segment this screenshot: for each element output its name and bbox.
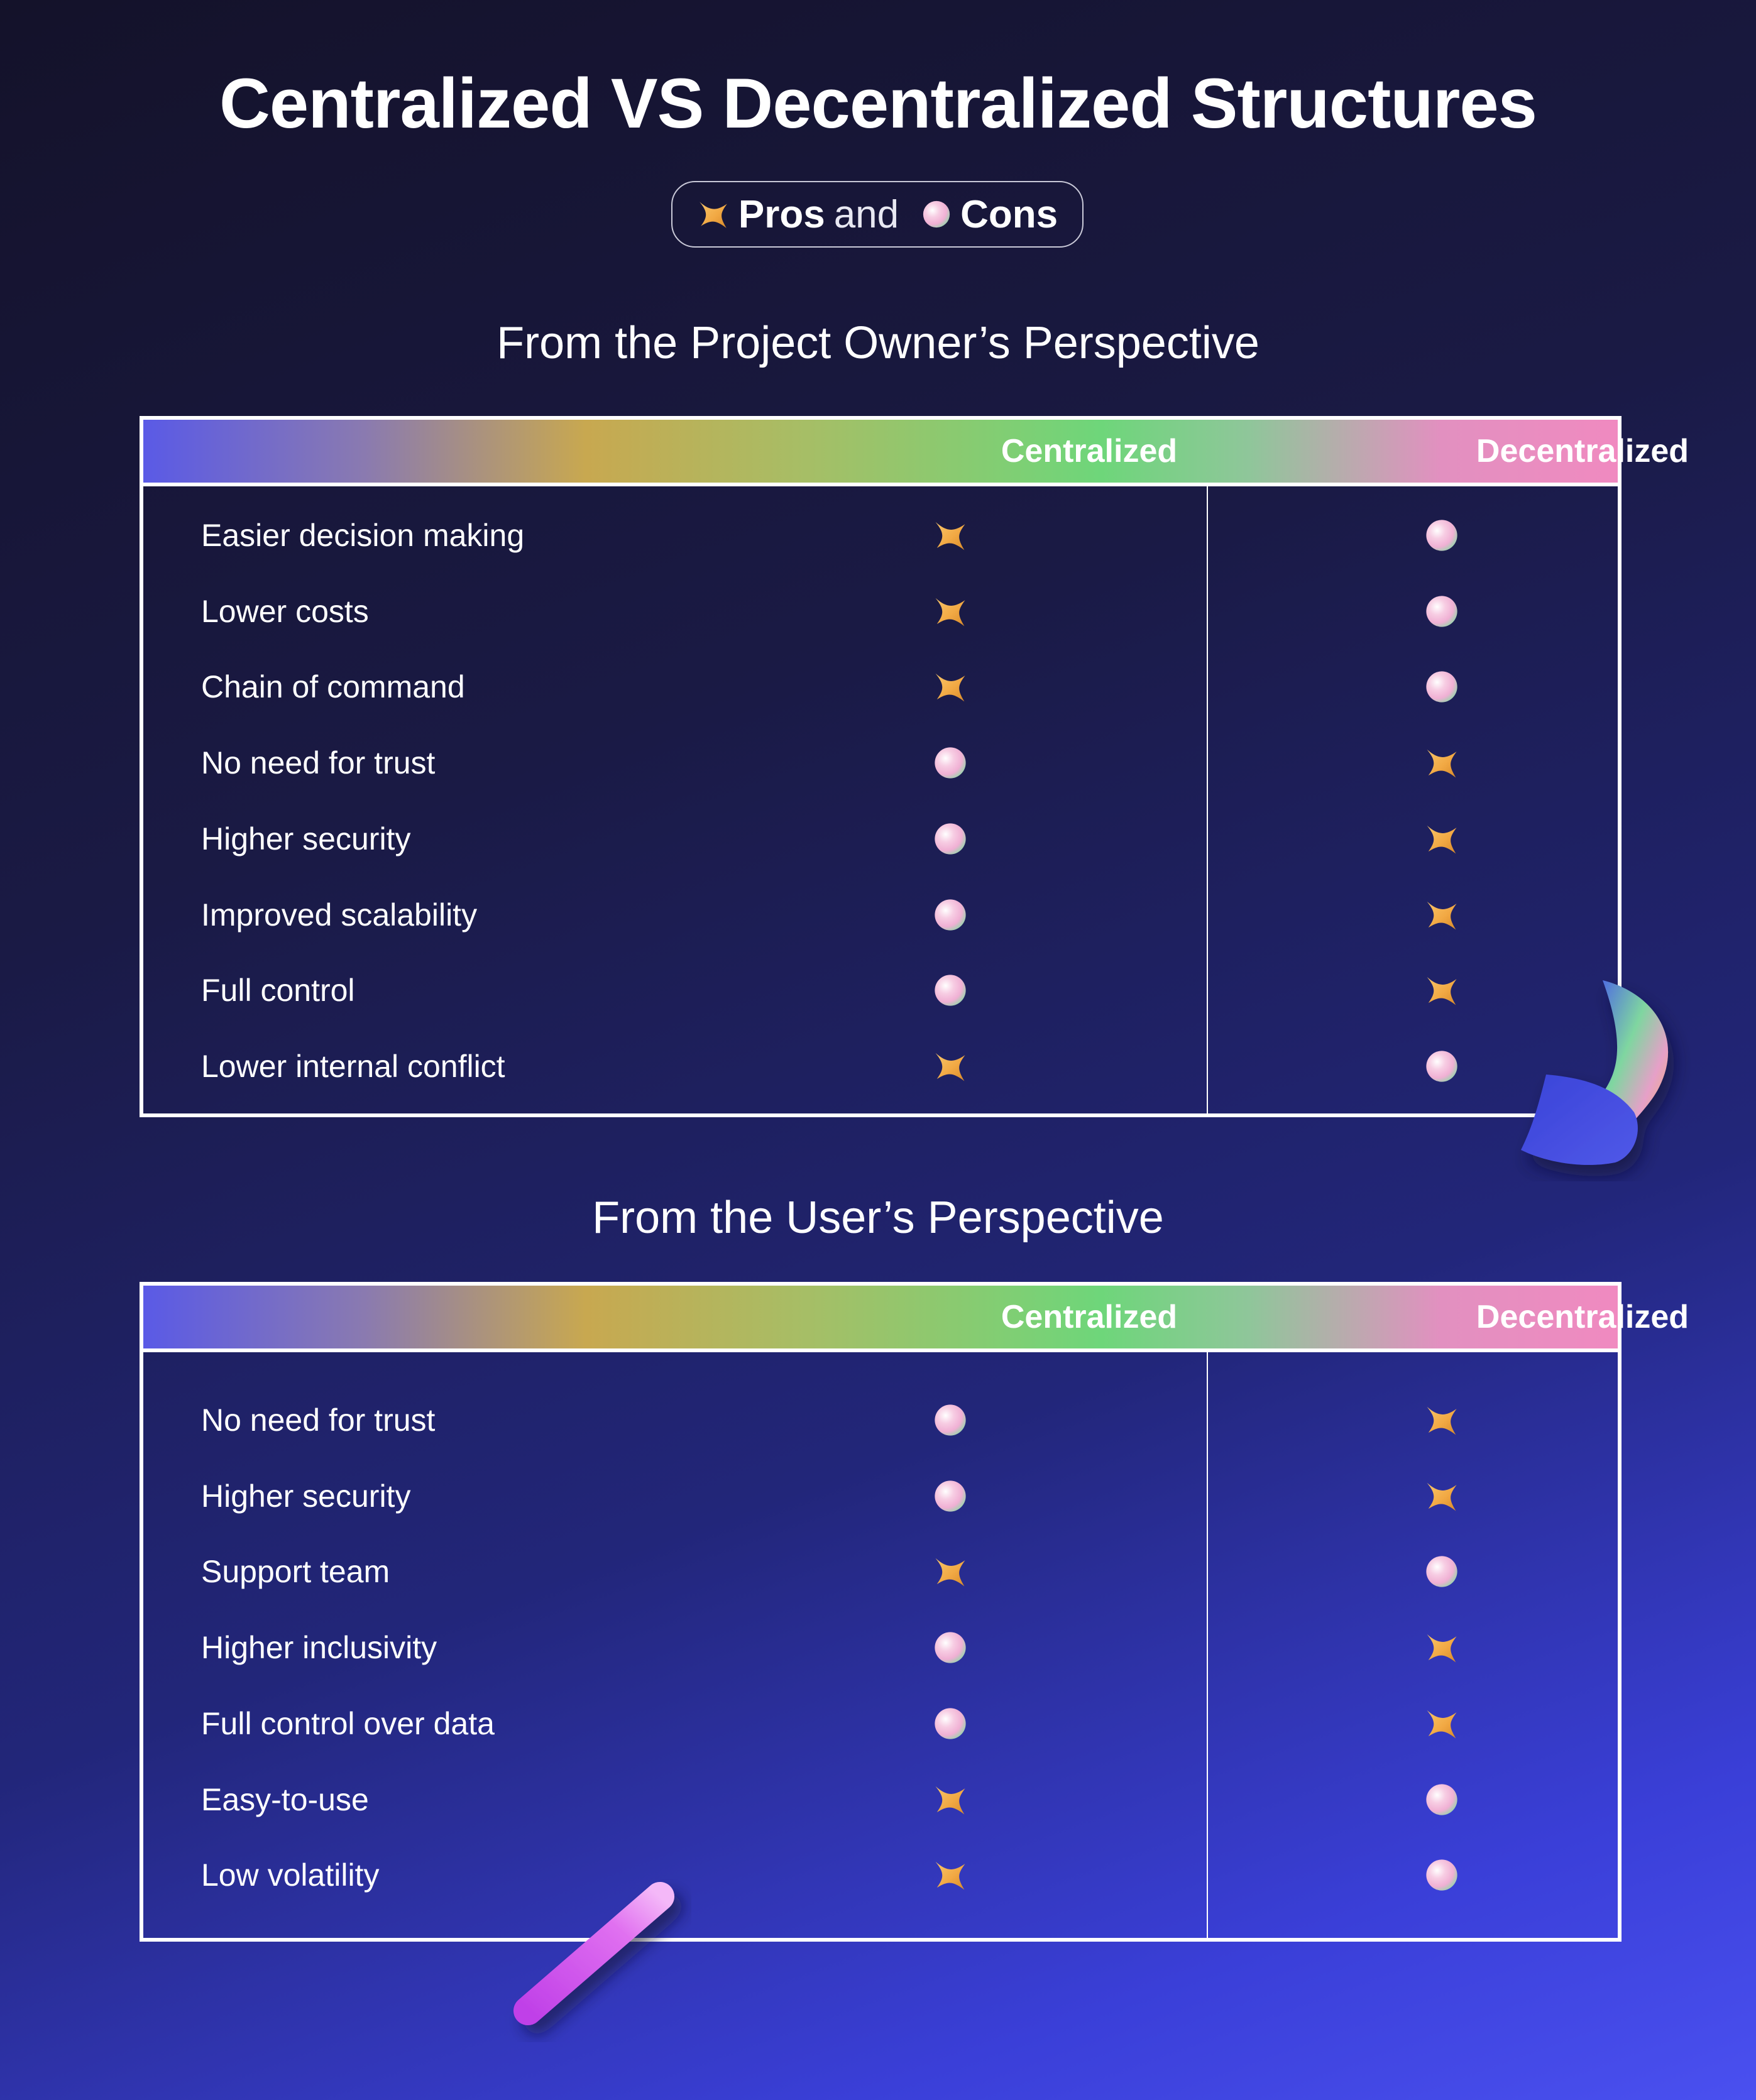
pastel-orb-icon [1424,669,1459,704]
pastel-orb-icon [933,1479,968,1514]
sparkle-star-icon [697,198,730,231]
column-header-decentralized: Decentralized [1476,1299,1689,1335]
legend-pros-label: Pros [738,192,825,236]
sparkle-star-icon [1424,1630,1459,1665]
pastel-orb-icon [1424,594,1459,629]
legend-and-label: and [833,192,899,236]
row-label: Higher inclusivity [201,1630,437,1666]
column-header-decentralized: Decentralized [1476,433,1689,469]
owner-comparison-table: Centralized Decentralized Easier decisio… [140,416,1689,1117]
table-row: Improved scalability [143,883,1618,946]
row-label: Low volatility [201,1857,380,1893]
user-section-title: From the User’s Perspective [592,1193,1164,1243]
table-row: Higher inclusivity [143,1616,1618,1679]
table-row: Full control [143,959,1618,1022]
sparkle-star-icon [1424,745,1459,780]
sparkle-star-icon [933,669,968,704]
row-label: Full control over data [201,1705,495,1741]
pastel-orb-icon [1424,1782,1459,1817]
pastel-orb-icon [933,745,968,780]
pastel-orb-icon [933,1630,968,1665]
pastel-orb-icon [933,1706,968,1741]
sparkle-star-icon [933,594,968,629]
row-label: No need for trust [201,1403,436,1438]
row-label: Higher security [201,1478,411,1514]
table-row: Lower internal conflict [143,1035,1618,1098]
table-row: No need for trust [143,1389,1618,1452]
table-row: Low volatility [143,1844,1618,1906]
row-label: Higher security [201,821,411,856]
legend-cons-label: Cons [960,192,1058,236]
row-label: Lower costs [201,593,369,629]
table-header: Centralized Decentralized [143,420,1689,486]
table-row: Higher security [143,1465,1618,1528]
pastel-orb-icon [1424,518,1459,553]
page-title: Centralized VS Decentralized Structures [219,64,1537,143]
column-header-centralized: Centralized [1001,1299,1178,1335]
sparkle-star-icon [1424,1706,1459,1741]
row-label: Easier decision making [201,518,525,553]
sparkle-star-icon [1424,821,1459,856]
table-row: Full control over data [143,1692,1618,1755]
user-comparison-table: Centralized Decentralized No need for tr… [140,1282,1689,1942]
sparkle-star-icon [1424,897,1459,932]
row-label: Lower internal conflict [201,1048,505,1084]
owner-section-title: From the Project Owner’s Perspective [497,318,1259,368]
pastel-orb-icon [933,897,968,932]
row-label: No need for trust [201,745,436,781]
row-label: Chain of command [201,669,465,705]
sparkle-star-icon [933,1782,968,1817]
pastel-orb-icon [1424,1554,1459,1589]
sparkle-star-icon [1424,1403,1459,1438]
sparkle-star-icon [1424,973,1459,1008]
table-row: Higher security [143,807,1618,870]
table-header: Centralized Decentralized [143,1286,1689,1352]
table-row: Easier decision making [143,504,1618,567]
sparkle-star-icon [933,1857,968,1893]
pastel-orb-icon [933,821,968,856]
table-row: Support team [143,1540,1618,1603]
sparkle-star-icon [933,1554,968,1589]
sparkle-star-icon [933,518,968,553]
row-label: Full control [201,973,355,1009]
table-row: Lower costs [143,580,1618,643]
table-row: No need for trust [143,731,1618,794]
pastel-orb-icon [933,973,968,1008]
column-divider [1207,483,1208,1113]
pastel-orb-icon [921,199,952,229]
sparkle-star-icon [1424,1479,1459,1514]
table-row: Chain of command [143,655,1618,718]
pastel-orb-icon [1424,1857,1459,1893]
decorative-ribbon-shape [1521,980,1669,1165]
column-divider [1207,1348,1208,1938]
sparkle-star-icon [933,1049,968,1084]
table-row: Easy-to-use [143,1768,1618,1831]
decorative-stick-shape [513,1882,674,2025]
row-label: Support team [201,1554,390,1590]
row-label: Easy-to-use [201,1781,369,1817]
column-header-centralized: Centralized [1001,433,1178,469]
pastel-orb-icon [1424,1049,1459,1084]
pastel-orb-icon [933,1403,968,1438]
row-label: Improved scalability [201,897,478,932]
legend-pill: Pros and Cons [671,181,1084,248]
